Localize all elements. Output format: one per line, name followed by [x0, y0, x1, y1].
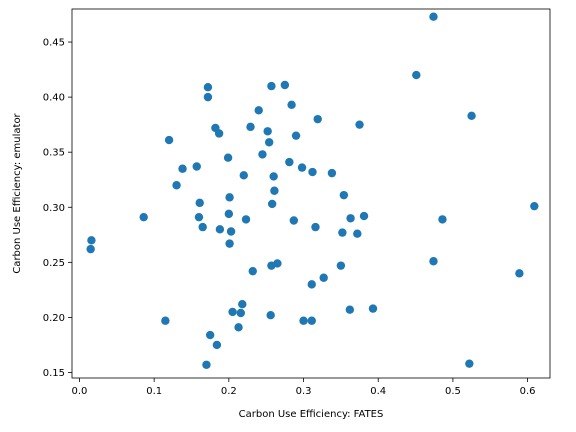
y-tick-label: 0.15	[43, 368, 65, 379]
x-tick-label: 0.0	[72, 386, 88, 397]
data-point-5	[172, 181, 181, 190]
data-point-65	[368, 304, 378, 313]
data-point-26	[236, 308, 245, 318]
scatter-points	[86, 12, 539, 369]
data-point-56	[327, 168, 337, 178]
x-tick-label: 0.3	[296, 386, 312, 397]
data-point-14	[205, 330, 215, 340]
data-point-72	[515, 269, 524, 278]
y-tick-label: 0.25	[43, 258, 65, 269]
data-point-39	[267, 199, 277, 209]
data-point-19	[223, 153, 233, 162]
data-point-61	[346, 214, 355, 223]
x-tick-label: 0.5	[445, 386, 461, 397]
data-point-52	[308, 167, 317, 177]
y-tick-label: 0.30	[43, 203, 65, 214]
y-tick-label: 0.45	[43, 38, 65, 49]
data-point-9	[195, 198, 204, 208]
data-point-37	[267, 81, 276, 91]
x-axis-ticks: 0.0 0.1 0.2 0.3 0.4 0.5 0.6	[72, 378, 536, 397]
data-point-25	[234, 323, 243, 332]
y-axis-label: Carbon Use Efficiency: emulator	[12, 112, 23, 273]
data-point-29	[241, 215, 251, 224]
data-point-46	[289, 216, 299, 225]
x-tick-label: 0.1	[146, 386, 162, 397]
data-point-45	[287, 100, 296, 110]
data-point-33	[258, 150, 267, 159]
data-point-53	[311, 222, 320, 232]
data-point-30	[246, 122, 255, 132]
y-tick-label: 0.20	[43, 313, 65, 324]
data-point-73	[530, 201, 539, 211]
data-point-34	[263, 127, 272, 136]
data-point-28	[239, 171, 248, 180]
data-point-16	[212, 340, 222, 350]
data-point-4	[164, 135, 174, 145]
data-point-0	[86, 244, 95, 254]
data-point-6	[178, 164, 187, 173]
data-point-1	[87, 236, 96, 245]
data-point-69	[438, 215, 447, 224]
data-point-20	[224, 209, 234, 219]
y-tick-label: 0.40	[43, 93, 65, 104]
data-point-55	[319, 273, 328, 282]
x-axis-label: Carbon Use Efficiency: FATES	[239, 409, 384, 420]
data-point-58	[338, 228, 347, 237]
data-point-67	[429, 257, 438, 266]
data-point-13	[203, 92, 213, 102]
data-point-32	[254, 106, 263, 115]
data-point-10	[198, 222, 207, 232]
data-point-40	[269, 172, 278, 181]
data-point-18	[215, 225, 225, 234]
data-point-41	[270, 186, 279, 195]
data-point-31	[248, 266, 257, 276]
data-point-24	[228, 307, 237, 317]
data-point-51	[307, 316, 316, 325]
x-tick-label: 0.4	[370, 386, 386, 397]
data-point-7	[192, 162, 201, 171]
data-point-2	[139, 212, 148, 222]
y-axis-ticks: 0.15 0.20 0.25 0.30 0.35 0.40 0.45	[43, 38, 72, 379]
data-point-54	[313, 114, 322, 124]
data-point-71	[467, 111, 476, 121]
data-point-63	[355, 120, 364, 129]
data-point-60	[345, 305, 355, 314]
data-point-11	[202, 360, 211, 369]
data-point-21	[225, 193, 234, 202]
data-point-68	[429, 12, 438, 21]
data-point-64	[359, 211, 369, 221]
data-point-70	[465, 359, 474, 368]
data-point-3	[161, 316, 170, 325]
data-point-62	[353, 229, 362, 238]
y-tick-label: 0.35	[43, 148, 65, 159]
data-point-44	[285, 157, 294, 167]
data-point-47	[291, 131, 301, 140]
data-point-27	[238, 300, 247, 309]
data-point-59	[339, 190, 349, 200]
data-point-23	[226, 227, 236, 236]
data-point-8	[194, 212, 204, 222]
x-tick-label: 0.2	[221, 386, 237, 397]
data-point-57	[336, 261, 346, 270]
data-point-50	[307, 280, 316, 289]
plot-frame	[71, 8, 551, 379]
data-point-66	[412, 70, 421, 80]
data-point-12	[203, 83, 213, 92]
data-point-48	[297, 163, 307, 172]
data-point-36	[266, 311, 275, 320]
data-point-43	[280, 80, 290, 90]
data-point-42	[273, 259, 282, 268]
data-point-49	[299, 316, 308, 325]
data-point-35	[264, 138, 274, 147]
data-point-17	[214, 129, 224, 138]
data-point-22	[225, 239, 234, 248]
x-tick-label: 0.6	[520, 386, 536, 397]
